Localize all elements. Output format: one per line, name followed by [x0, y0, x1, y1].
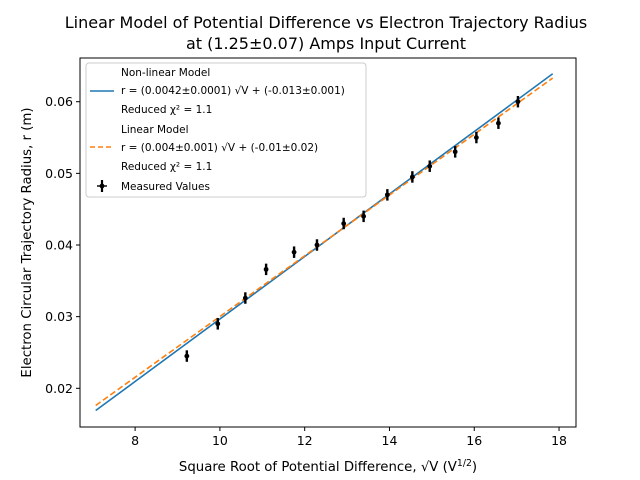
data-marker: [215, 321, 221, 327]
legend-marker: [99, 183, 105, 189]
data-point: [452, 146, 458, 158]
data-point: [427, 160, 433, 172]
x-tick-label: 8: [131, 433, 139, 448]
data-point: [409, 171, 415, 183]
y-tick-label: 0.05: [45, 166, 73, 181]
data-point: [215, 318, 221, 330]
data-marker: [515, 99, 521, 105]
legend-linear-text: r = (0.004±0.001) √V + (-0.01±0.02): [121, 142, 318, 154]
y-axis: 0.02 0.03 0.04 0.05 0.06: [45, 94, 80, 396]
legend-nonlinear-text: Reduced χ² = 1.1: [121, 104, 212, 116]
plot-area: [95, 73, 554, 412]
data-marker: [427, 163, 433, 169]
x-tick-label: 12: [297, 433, 313, 448]
legend: Non-linear Model r = (0.0042±0.0001) √V +…: [85, 62, 367, 198]
x-tick-label: 16: [466, 433, 482, 448]
data-point: [341, 217, 347, 230]
plot-frame: [79, 57, 577, 428]
data-point: [473, 131, 479, 144]
data-marker: [341, 221, 347, 226]
y-tick-label: 0.03: [45, 309, 73, 324]
legend-linear-text: Reduced χ² = 1.1: [121, 161, 212, 173]
data-marker: [184, 353, 190, 359]
chart-title-line: Linear Model of Potential Difference vs …: [65, 13, 588, 32]
data-marker: [473, 135, 479, 140]
x-tick-label: 18: [551, 433, 567, 448]
y-tick-label: 0.02: [45, 381, 73, 396]
data-marker: [452, 149, 458, 155]
y-axis-label: Electron Circular Trajectory Radius, r (…: [20, 107, 35, 377]
data-marker: [242, 295, 248, 301]
data-marker: [409, 174, 415, 180]
data-point: [361, 210, 367, 223]
legend-linear-text: Linear Model: [121, 124, 189, 136]
data-point: [291, 246, 297, 258]
y-tick-label: 0.06: [45, 94, 73, 109]
data-point: [314, 239, 320, 251]
x-axis: 8 10 12 14 16 18: [131, 427, 567, 448]
data-marker: [263, 266, 269, 272]
legend-nonlinear-text: Non-linear Model: [121, 67, 210, 79]
x-tick-label: 14: [382, 433, 398, 448]
data-point: [515, 95, 521, 108]
legend-box: [85, 62, 367, 198]
data-point: [384, 189, 390, 201]
data-point: [496, 117, 501, 129]
data-point: [184, 350, 190, 362]
legend-nonlinear-text: r = (0.0042±0.0001) √V + (-0.013±0.001): [121, 85, 345, 97]
data-point: [242, 292, 248, 304]
x-tick-label: 10: [212, 433, 228, 448]
y-tick-label: 0.04: [45, 238, 73, 253]
data-marker: [291, 249, 297, 255]
data-marker: [314, 242, 320, 248]
data-marker: [384, 192, 390, 198]
chart-title-line: at (1.25±0.07) Amps Input Current: [186, 34, 466, 53]
data-marker: [361, 213, 367, 219]
data-point: [263, 263, 269, 276]
data-marker: [496, 120, 501, 126]
legend-measured-text: Measured Values: [121, 181, 210, 193]
chart-title: Linear Model of Potential Difference vs …: [65, 13, 588, 53]
legend-swatch-measured: [97, 180, 107, 192]
x-axis-label: Square Root of Potential Difference, √V …: [179, 458, 477, 476]
